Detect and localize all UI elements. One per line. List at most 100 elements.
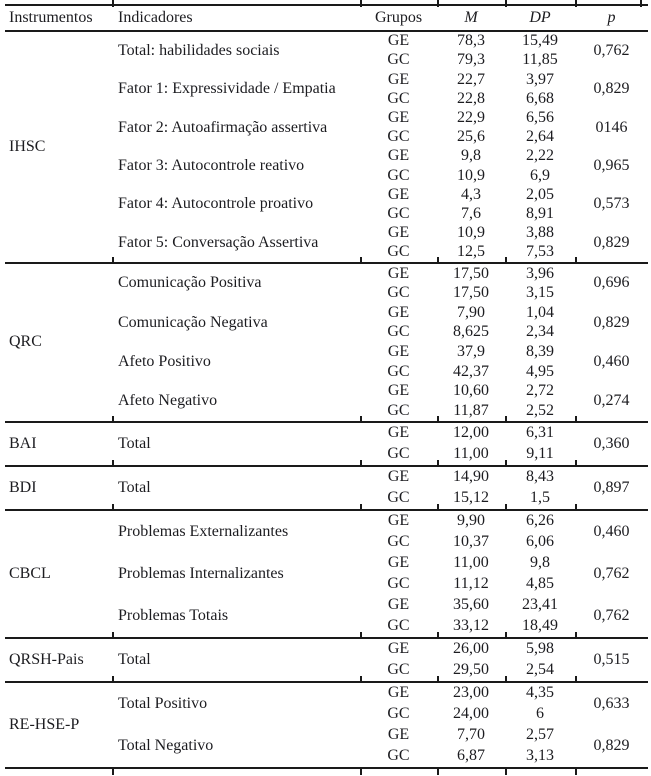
indicator-cell: Problemas Internalizantes	[118, 564, 284, 582]
table-row: GC 42,37 4,95	[5, 362, 648, 382]
dp-cell: 2,72	[526, 382, 554, 400]
instrument-section: CBCL Problemas Externalizantes GE 9,90 6,26 0…	[5, 510, 648, 639]
table-row: QRSH-Pais Total GE 26,00 5,98 0,515	[5, 638, 648, 683]
mean-cell: 17,50	[453, 264, 489, 282]
group-cell: GC	[387, 89, 410, 107]
group-cell: GC	[360, 243, 437, 265]
column-rule-stub	[437, 504, 439, 511]
indicator-cell: Comunicação Positiva	[118, 274, 262, 292]
dp-cell: 2,54	[505, 660, 575, 683]
column-rule-stub	[575, 504, 577, 511]
mean-cell: 25,6	[457, 128, 485, 146]
column-rule-stub	[112, 460, 114, 467]
column-rule-stub	[360, 416, 362, 423]
indicator-cell: Fator 5: Conversação Assertiva	[112, 223, 360, 265]
column-rule-stub	[437, 632, 439, 639]
mean-cell: 33,12	[437, 616, 505, 639]
mean-cell: 15,12	[437, 488, 505, 511]
table-row: GC 12,5 7,53	[5, 243, 648, 265]
group-cell: GE	[387, 343, 410, 361]
dp-cell: 6,06	[526, 533, 554, 551]
dp-cell: 4,85	[526, 575, 554, 593]
indicator-cell: Total	[112, 466, 360, 511]
dp-cell: 1,04	[526, 303, 554, 321]
group-cell: GE	[387, 424, 410, 442]
group-cell: GE	[387, 70, 410, 88]
group-cell: GC	[387, 128, 410, 146]
column-rule-stub	[575, 676, 577, 683]
mean-cell: 8,625	[453, 323, 489, 341]
table-row: BAI Total GE 12,00 6,31 0,360	[5, 422, 648, 467]
column-rule-stub	[505, 504, 507, 511]
mean-cell: 23,00	[453, 684, 489, 702]
indicator-cell: Comunicação Negativa	[118, 313, 268, 331]
instrument-cell: QRSH-Pais	[5, 638, 112, 683]
group-cell: GC	[387, 575, 410, 593]
p-value-cell: 0,633	[593, 694, 630, 712]
mean-cell: 9,90	[457, 512, 485, 530]
dp-cell: 8,91	[526, 204, 554, 222]
instrument-section: BDI Total GE 14,90 8,43 0,897 GC 15,12 1,5	[5, 466, 648, 511]
column-rule-stub	[575, 0, 577, 7]
group-cell: GE	[387, 640, 410, 658]
dp-cell: 2,57	[526, 726, 554, 744]
mean-cell: 35,60	[453, 596, 489, 614]
table-row: Total Negativo GE 7,70 2,57 0,829	[5, 725, 648, 769]
header-row: Instrumentos Indicadores Grupos M DP p	[5, 5, 648, 32]
mean-cell: 42,37	[453, 362, 489, 380]
table-row: GC 15,12 1,5	[5, 488, 648, 511]
dp-cell: 23,41	[522, 596, 558, 614]
group-cell: GC	[387, 166, 410, 184]
dp-cell: 4,35	[526, 684, 554, 702]
column-rule-stub	[360, 460, 362, 467]
header-dp: DP	[505, 5, 575, 32]
dp-cell: 6	[536, 705, 544, 723]
p-value-cell: 0,965	[593, 156, 630, 174]
column-rule-stub	[112, 676, 114, 683]
p-value-cell: 0,762	[593, 564, 630, 582]
mean-cell: 11,00	[453, 554, 489, 572]
column-rule-stub	[437, 676, 439, 683]
table-row: GC 22,8 6,68	[5, 90, 648, 109]
table-row: GC 11,00 9,11	[5, 444, 648, 467]
column-rule-stub	[360, 676, 362, 683]
group-cell: GE	[387, 382, 410, 400]
column-rule-stub	[505, 676, 507, 683]
group-cell: GE	[387, 264, 410, 282]
p-value-cell: 0,897	[575, 466, 648, 511]
statistics-table: Instrumentos Indicadores Grupos M DP p I…	[5, 4, 648, 769]
column-rule-stub	[437, 767, 439, 775]
group-cell: GC	[387, 51, 410, 69]
dp-cell: 15,49	[522, 32, 558, 50]
indicator-cell: Total	[112, 638, 360, 683]
mean-cell: 11,12	[453, 575, 489, 593]
table-row: Afeto Positivo GE 37,9 8,39 0,460	[5, 343, 648, 369]
group-cell: GE	[387, 554, 410, 572]
instrument-cell: QRC	[5, 263, 112, 423]
dp-cell: 3,15	[526, 284, 554, 302]
table-row: BDI Total GE 14,90 8,43 0,897	[5, 466, 648, 511]
table-row: GC 17,50 3,15	[5, 284, 648, 304]
group-cell: GC	[360, 746, 437, 769]
indicator-cell: Total: habilidades sociais	[118, 41, 280, 59]
table-row: Problemas Internalizantes GE 11,00 9,8 0,762	[5, 553, 648, 581]
dp-cell: 2,34	[526, 323, 554, 341]
table-row: GC 7,6 8,91	[5, 205, 648, 224]
column-rule-stub	[112, 0, 114, 7]
header-mean: M	[437, 5, 505, 32]
header-indicadores: Indicadores	[112, 5, 360, 32]
mean-cell: 11,87	[437, 401, 505, 423]
dp-cell: 6,31	[526, 424, 554, 442]
dp-cell: 2,05	[526, 185, 554, 203]
p-value-cell: 0,515	[575, 638, 648, 683]
instrument-cell: BDI	[5, 466, 112, 511]
table-row: QRC Comunicação Positiva GE 17,50 3,96 0,696	[5, 263, 648, 423]
p-value-cell: 0,829	[593, 80, 630, 98]
mean-cell: 14,90	[453, 468, 489, 486]
instrument-section: RE-HSE-P Total Positivo GE 23,00 4,35 0,633 GC…	[5, 682, 648, 769]
table-row: GC 25,6 2,64	[5, 128, 648, 147]
mean-cell: 9,8	[461, 147, 481, 165]
instrument-section: QRC Comunicação Positiva GE 17,50 3,96 0,696 G…	[5, 263, 648, 424]
instrument-cell: RE-HSE-P	[5, 682, 112, 769]
table-row: Fator 3: Autocontrole reativo GE 9,8 2,22 0,…	[5, 147, 648, 174]
